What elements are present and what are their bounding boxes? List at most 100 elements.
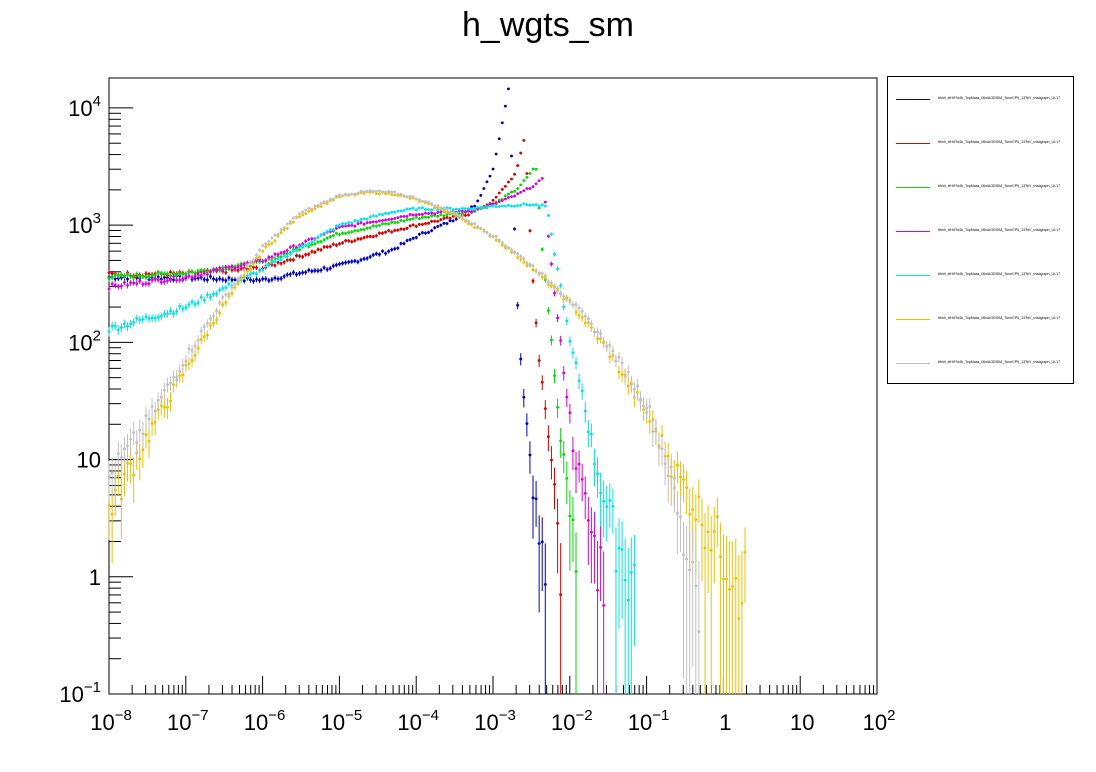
data-point xyxy=(224,286,228,290)
data-point xyxy=(335,194,338,198)
data-point xyxy=(593,534,596,538)
data-point xyxy=(507,196,510,199)
data-point xyxy=(255,272,258,276)
data-point xyxy=(525,187,529,190)
data-point xyxy=(359,258,363,262)
data-point xyxy=(285,249,289,252)
data-point xyxy=(172,275,175,278)
data-point xyxy=(639,399,642,403)
data-point xyxy=(150,278,154,282)
data-point xyxy=(467,222,470,226)
data-point xyxy=(384,252,387,255)
data-point xyxy=(325,245,329,249)
data-point xyxy=(417,198,421,202)
data-point xyxy=(288,252,292,256)
data-point xyxy=(301,210,305,214)
data-point xyxy=(350,221,354,225)
series-7 xyxy=(107,189,701,694)
data-point xyxy=(141,432,145,436)
data-point xyxy=(510,195,513,199)
data-point xyxy=(190,359,194,362)
data-point xyxy=(457,214,461,218)
data-point xyxy=(414,236,418,239)
data-point xyxy=(162,275,166,279)
data-point xyxy=(347,231,351,234)
data-point xyxy=(427,215,430,219)
data-point xyxy=(614,359,618,363)
data-point xyxy=(485,180,489,184)
data-point xyxy=(138,457,142,461)
data-point xyxy=(470,205,473,209)
data-point xyxy=(245,269,249,273)
data-point xyxy=(534,203,538,207)
data-point xyxy=(390,248,394,252)
data-point xyxy=(371,220,375,224)
data-point xyxy=(331,228,335,232)
data-point xyxy=(648,420,652,423)
data-point xyxy=(230,292,234,295)
data-point xyxy=(123,447,126,451)
data-point xyxy=(350,240,354,244)
data-point xyxy=(356,237,360,241)
legend-label: tthhh_ttHHTo4b_TopMass_MiniAODSIM_TuneCP… xyxy=(938,316,1061,320)
data-point xyxy=(215,309,218,313)
data-point xyxy=(322,231,326,235)
data-point xyxy=(365,226,369,230)
data-point xyxy=(384,190,387,194)
data-point xyxy=(500,241,504,245)
data-point xyxy=(310,269,314,273)
data-point xyxy=(196,273,200,276)
data-point xyxy=(267,263,271,267)
data-point xyxy=(307,237,311,241)
data-point xyxy=(580,309,584,313)
data-point xyxy=(525,261,529,265)
data-point xyxy=(307,245,311,248)
data-point xyxy=(378,189,381,193)
data-point xyxy=(233,266,237,270)
data-point xyxy=(285,222,289,226)
data-point xyxy=(497,205,501,208)
data-point xyxy=(230,286,234,289)
data-point xyxy=(556,405,559,409)
data-point xyxy=(276,253,280,256)
data-point xyxy=(688,568,692,572)
data-point xyxy=(331,234,335,238)
data-point xyxy=(205,333,209,337)
data-point xyxy=(371,253,375,257)
data-point xyxy=(470,210,473,213)
data-point xyxy=(362,222,366,226)
data-point xyxy=(123,472,126,476)
data-point xyxy=(288,258,292,262)
data-point xyxy=(282,228,286,232)
data-point xyxy=(424,211,427,215)
data-point xyxy=(209,270,212,273)
data-point xyxy=(141,448,145,452)
data-point xyxy=(528,203,532,207)
data-point xyxy=(519,257,523,261)
data-point xyxy=(691,508,695,512)
data-point xyxy=(212,268,215,272)
data-point xyxy=(319,205,323,208)
data-point xyxy=(393,190,397,194)
data-point xyxy=(359,221,363,225)
data-point xyxy=(556,316,559,320)
data-point xyxy=(331,242,335,246)
data-point xyxy=(150,274,154,277)
data-point xyxy=(540,177,544,180)
data-point xyxy=(276,277,280,281)
data-point xyxy=(301,271,305,275)
data-point xyxy=(553,252,556,256)
data-point xyxy=(221,278,225,282)
data-point xyxy=(181,307,185,311)
data-point xyxy=(433,226,437,230)
data-point xyxy=(387,222,391,226)
data-point xyxy=(205,322,209,325)
data-point xyxy=(313,204,317,208)
data-point xyxy=(430,208,434,212)
x-tick-label: 10−6 xyxy=(244,707,286,735)
data-point xyxy=(261,268,265,272)
data-point xyxy=(516,164,520,167)
data-point xyxy=(525,172,529,175)
data-point xyxy=(568,514,572,518)
data-point xyxy=(482,229,486,233)
